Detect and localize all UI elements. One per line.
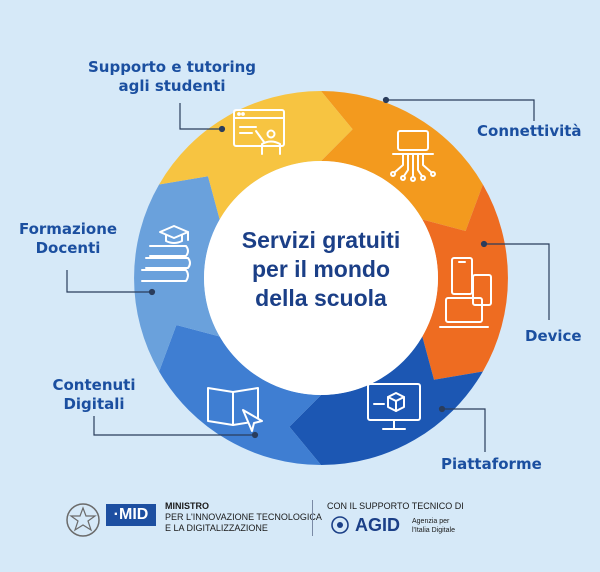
label-piattaforme: Piattaforme <box>441 455 542 473</box>
network-laptop-icon <box>390 130 436 182</box>
agid-sub-1: Agenzia per <box>412 518 450 525</box>
label-formazione: Formazione Docenti <box>18 220 118 257</box>
label-contenuti: Contenuti Digitali <box>52 376 136 413</box>
ministry-line-1: PER L'INNOVAZIONE TECNOLOGICA <box>165 512 322 522</box>
label-supporto: Supporto e tutoring agli studenti <box>87 58 257 95</box>
leader-piattaforme <box>442 408 486 452</box>
segment-supporto <box>159 91 353 220</box>
agid-sub-2: l'Italia Digitale <box>412 527 455 534</box>
agid-name: AGID <box>355 515 400 535</box>
ring-center <box>204 161 438 395</box>
leader-device <box>484 243 550 320</box>
leader-dot-device <box>480 240 488 248</box>
italian-emblem-icon <box>66 503 100 537</box>
footer-divider <box>312 500 313 536</box>
teacher-board-icon <box>233 109 285 155</box>
leader-supporto <box>179 103 222 130</box>
label-device: Device <box>525 327 582 345</box>
mid-logo: ·MID <box>106 504 156 526</box>
leader-formazione <box>66 270 152 293</box>
devices-icon <box>439 257 492 328</box>
ministry-line-2: E LA DIGITALIZZAZIONE <box>165 523 268 533</box>
segment-device <box>422 184 508 380</box>
segment-formazione <box>134 176 220 372</box>
open-book-cursor-icon <box>207 387 263 432</box>
support-text: CON IL SUPPORTO TECNICO DI <box>327 501 464 511</box>
leader-dot-contenuti <box>251 431 259 439</box>
monitor-cube-icon <box>367 383 421 430</box>
segment-contenuti <box>159 325 321 465</box>
leader-dot-piattaforme <box>438 405 446 413</box>
books-graduation-icon <box>141 225 191 282</box>
label-connettivita: Connettività <box>477 122 582 140</box>
leader-dot-supporto <box>218 125 226 133</box>
ministry-title: MINISTRO <box>165 501 209 511</box>
segment-connettivita <box>321 91 483 231</box>
segment-piattaforme <box>289 336 483 465</box>
center-title: Servizi gratuiti per il mondo della scuo… <box>241 227 401 311</box>
footer-logos: ·MID MINISTRO PER L'INNOVAZIONE TECNOLOG… <box>0 488 600 572</box>
agid-shield-icon <box>331 516 349 534</box>
leader-dot-formazione <box>148 288 156 296</box>
leader-dot-connettivita <box>382 96 390 104</box>
leader-connettivita <box>386 99 535 121</box>
leader-contenuti <box>93 416 255 436</box>
